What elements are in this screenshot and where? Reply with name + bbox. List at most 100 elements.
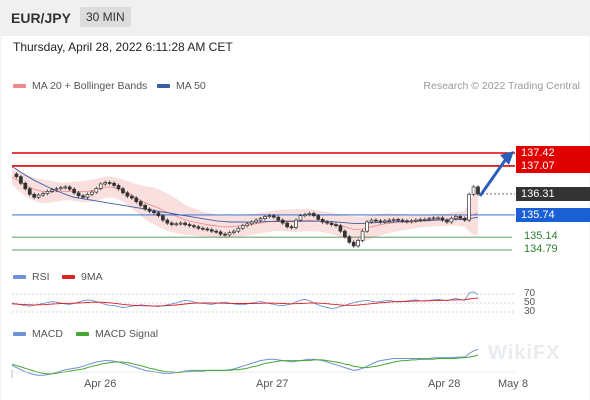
candle-body <box>245 223 250 227</box>
x-tick-label: Apr 26 <box>84 378 117 390</box>
candle-body <box>63 186 68 189</box>
candle-body <box>183 222 187 225</box>
candle-body <box>147 208 152 212</box>
level-label-136.31: 136.31 <box>516 186 590 201</box>
candle-body <box>280 219 285 224</box>
level-label-137.42: 137.42 <box>516 146 590 160</box>
candle-body <box>125 192 130 197</box>
rsi-ma-line <box>11 297 479 307</box>
candle-body <box>36 194 41 198</box>
candle-body <box>85 193 90 198</box>
candle-body <box>67 186 72 190</box>
candle-body <box>343 230 347 238</box>
candle-body <box>165 219 170 224</box>
candle-body <box>14 173 19 177</box>
legend-rsi-ma-label: 9MA <box>81 271 103 283</box>
ma50-line <box>11 166 479 224</box>
candle-body <box>369 219 374 223</box>
candle-body <box>236 227 241 232</box>
candle-body <box>427 218 432 221</box>
candle-body <box>263 216 267 220</box>
candle-body <box>365 221 369 232</box>
candle-body <box>316 215 321 220</box>
candle-body <box>54 188 59 191</box>
candle-body <box>360 230 365 241</box>
candle-body <box>338 225 343 232</box>
candle-body <box>387 219 392 222</box>
research-credit: Research © 2022 Trading Central <box>423 80 580 92</box>
candle-body <box>378 220 383 223</box>
level-label-137.07: 137.07 <box>516 158 590 173</box>
candle-body <box>45 191 50 194</box>
candle-body <box>200 227 205 230</box>
legend-macd-label: MACD <box>32 328 63 340</box>
candle-body <box>303 214 307 217</box>
legend-rsi-label: RSI <box>32 271 50 283</box>
candle-body <box>94 188 99 193</box>
candle-body <box>320 219 325 223</box>
candle-body <box>329 222 334 225</box>
legend-rsi: RSI <box>13 271 50 283</box>
candle-body <box>400 219 405 222</box>
candle-body <box>462 217 467 221</box>
candle-body <box>334 224 338 227</box>
candle-body <box>471 186 476 195</box>
candle-body <box>23 182 28 190</box>
candle-body <box>98 183 103 189</box>
legend-macd: MACD <box>13 328 63 340</box>
candle-body <box>267 215 272 218</box>
ma50-swatch <box>157 84 170 88</box>
candle-body <box>391 219 396 221</box>
candle-body <box>445 219 449 223</box>
candle-body <box>431 217 436 220</box>
legend-bb-label: MA 20 + Bollinger Bands <box>32 80 148 92</box>
target-arrow-shaft <box>478 158 508 197</box>
rsi-ma-swatch <box>62 275 75 279</box>
candle-body <box>178 222 183 225</box>
top-bar: EUR/JPY 30 MIN <box>0 0 590 36</box>
bollinger-band-area <box>12 168 478 243</box>
target-arrow-head <box>500 151 514 165</box>
timeframe-button[interactable]: 30 MIN <box>80 7 131 27</box>
candle-body <box>134 197 139 203</box>
rsi-level-label-70: 70 <box>524 288 536 299</box>
x-tick-label: May 8 <box>498 378 528 390</box>
candle-body <box>112 182 116 186</box>
level-label-135.14: 135.14 <box>524 230 558 243</box>
macd-signal-line <box>11 354 479 375</box>
candle-body <box>347 236 352 243</box>
candle-body <box>121 188 125 194</box>
candle-body <box>294 219 298 228</box>
candle-body <box>27 188 32 195</box>
candle-body <box>276 216 281 221</box>
macd-signal-swatch <box>76 332 89 336</box>
candle-body <box>476 186 480 195</box>
candle-body <box>449 217 454 223</box>
candle-body <box>103 182 108 185</box>
candle-body <box>143 205 147 210</box>
candle-body <box>458 216 463 219</box>
candle-body <box>271 215 276 218</box>
candle-body <box>187 224 192 227</box>
candle-body <box>467 193 471 221</box>
macd-line <box>11 348 479 376</box>
candle-body <box>223 233 227 236</box>
candle-body <box>19 176 23 184</box>
watermark: WikiFX <box>488 342 561 364</box>
candle-body <box>351 241 356 247</box>
candle-body <box>41 193 45 196</box>
candle-body <box>356 240 361 247</box>
candle-body <box>156 212 161 217</box>
legend-rsi-ma: 9MA <box>62 271 103 283</box>
candle-body <box>192 225 196 228</box>
candle-body <box>307 213 312 215</box>
candle-body <box>289 226 294 229</box>
candle-body <box>214 230 219 233</box>
legend-macd-signal: MACD Signal <box>76 328 158 340</box>
candle-body <box>436 217 440 220</box>
symbol-title: EUR/JPY <box>11 10 71 26</box>
candle-body <box>374 219 378 222</box>
x-tick-label: Apr 27 <box>256 378 289 390</box>
candle-body <box>90 191 94 195</box>
